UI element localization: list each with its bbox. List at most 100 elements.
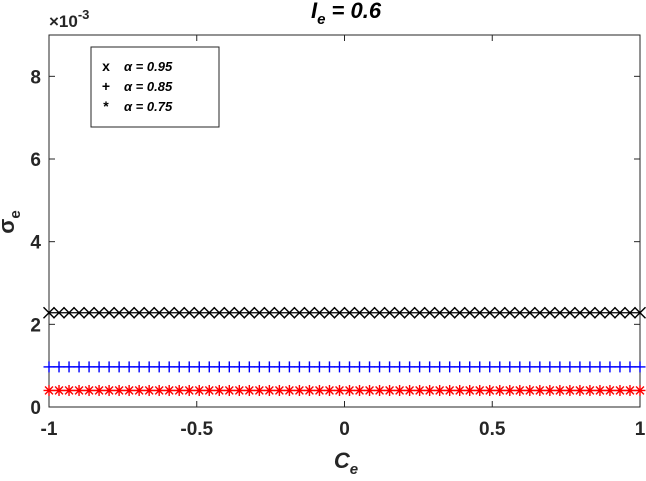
data-point <box>403 306 416 319</box>
data-point <box>544 384 556 396</box>
data-point <box>283 361 295 373</box>
data-point <box>413 306 426 319</box>
data-point <box>323 384 335 396</box>
data-point <box>163 361 175 373</box>
data-point <box>193 306 206 319</box>
y-tick-label: 0 <box>30 398 41 419</box>
data-point <box>344 361 356 373</box>
data-point <box>514 384 526 396</box>
data-point <box>404 384 416 396</box>
data-point <box>634 361 646 373</box>
data-point <box>533 306 546 319</box>
data-point <box>504 384 516 396</box>
data-point <box>473 306 486 319</box>
data-point <box>313 361 325 373</box>
legend-label: α = 0.95 <box>124 59 173 74</box>
data-point <box>564 384 576 396</box>
data-point <box>513 306 526 319</box>
data-point <box>143 306 156 319</box>
data-point <box>374 361 386 373</box>
data-point <box>123 361 135 373</box>
data-point <box>73 306 86 319</box>
x-axis-title-subscript: e <box>350 461 358 478</box>
data-point <box>584 384 596 396</box>
data-point <box>424 384 436 396</box>
data-point <box>303 306 316 319</box>
data-point <box>293 384 305 396</box>
data-point <box>614 361 626 373</box>
data-point <box>433 306 446 319</box>
data-point <box>203 306 216 319</box>
data-point <box>93 306 106 319</box>
data-point <box>193 384 205 396</box>
legend-marker: x <box>102 58 110 74</box>
x-axis-title: Ce <box>334 448 358 478</box>
data-point <box>373 306 386 319</box>
data-point <box>444 361 456 373</box>
data-point <box>123 306 136 319</box>
data-point <box>613 306 626 319</box>
data-point <box>634 384 646 396</box>
data-point <box>443 306 456 319</box>
data-point <box>494 361 506 373</box>
data-point <box>243 361 255 373</box>
data-point <box>173 306 186 319</box>
data-point <box>623 306 636 319</box>
data-point <box>543 306 556 319</box>
data-point <box>603 306 616 319</box>
data-point <box>83 384 95 396</box>
data-point <box>503 306 516 319</box>
data-point <box>343 306 356 319</box>
data-point <box>153 384 165 396</box>
data-point <box>534 361 546 373</box>
data-point <box>483 306 496 319</box>
title-subscript: e <box>317 11 325 28</box>
data-point <box>163 306 176 319</box>
data-point <box>133 361 145 373</box>
data-point <box>583 306 596 319</box>
data-point <box>283 384 295 396</box>
data-point <box>63 306 76 319</box>
data-point <box>364 384 376 396</box>
data-point <box>213 384 225 396</box>
data-point <box>53 306 66 319</box>
data-point <box>213 306 226 319</box>
data-point <box>594 384 606 396</box>
data-point <box>113 361 125 373</box>
data-point <box>133 306 146 319</box>
y-tick-label: 2 <box>30 315 41 336</box>
data-point <box>344 384 356 396</box>
title-main: I <box>311 0 318 23</box>
data-point <box>233 361 245 373</box>
x-tick-label: 0.5 <box>479 419 506 440</box>
data-point <box>414 361 426 373</box>
data-point <box>73 361 85 373</box>
data-point <box>474 384 486 396</box>
data-point <box>303 361 315 373</box>
data-point <box>213 361 225 373</box>
data-point <box>463 306 476 319</box>
y-axis-exponent: ×10-3 <box>49 7 89 31</box>
data-point <box>374 384 386 396</box>
data-point <box>354 384 366 396</box>
data-point <box>103 361 115 373</box>
data-point <box>353 306 366 319</box>
data-point <box>384 384 396 396</box>
data-point <box>484 361 496 373</box>
data-point <box>293 306 306 319</box>
x-tick-label: 1 <box>635 419 646 440</box>
data-point <box>183 384 195 396</box>
legend-label: α = 0.75 <box>124 99 173 114</box>
data-point <box>593 306 606 319</box>
data-point <box>263 384 275 396</box>
data-point <box>523 306 536 319</box>
data-point <box>133 384 145 396</box>
chart-title: Ie = 0.6 <box>311 0 382 28</box>
x-tick-label: -0.5 <box>180 419 213 440</box>
data-point <box>143 384 155 396</box>
data-point <box>484 384 496 396</box>
data-point <box>474 361 486 373</box>
data-point <box>524 361 536 373</box>
data-point <box>183 361 195 373</box>
